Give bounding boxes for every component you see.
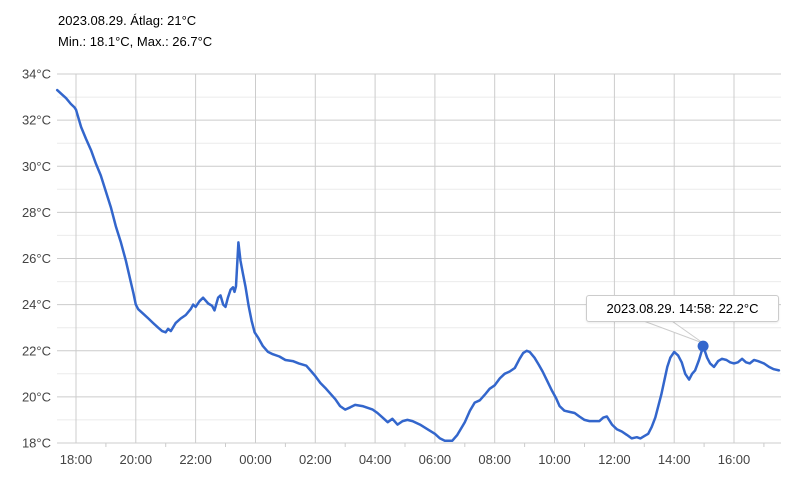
x-axis-tick-label: 00:00 — [239, 452, 272, 467]
y-axis-tick-label: 24°C — [22, 297, 51, 312]
y-axis-tick-label: 18°C — [22, 436, 51, 451]
data-point-tooltip: 2023.08.29. 14:58: 22.2°C — [586, 295, 779, 322]
temperature-line-series[interactable] — [55, 88, 781, 442]
x-axis-tick-label: 02:00 — [299, 452, 332, 467]
x-axis-tick-label: 22:00 — [179, 452, 212, 467]
y-axis-tick-label: 32°C — [22, 113, 51, 128]
chart-subtitle: Min.: 18.1°C, Max.: 26.7°C — [58, 34, 213, 49]
x-axis-tick-label: 04:00 — [359, 452, 392, 467]
y-axis-tick-label: 28°C — [22, 205, 51, 220]
y-axis-tick-label: 26°C — [22, 251, 51, 266]
x-axis-tick-label: 20:00 — [120, 452, 153, 467]
chart-title: 2023.08.29. Átlag: 21°C — [58, 13, 197, 28]
x-axis-tick-label: 14:00 — [658, 452, 691, 467]
x-axis-tick-label: 10:00 — [538, 452, 571, 467]
y-axis-tick-label: 30°C — [22, 159, 51, 174]
chart-title-block: 2023.08.29. Átlag: 21°C Min.: 18.1°C, Ma… — [58, 10, 212, 52]
x-axis-tick-label: 08:00 — [478, 452, 511, 467]
x-axis-tick-label: 18:00 — [60, 452, 93, 467]
highlighted-data-point[interactable] — [697, 340, 709, 352]
x-axis-tick-label: 06:00 — [419, 452, 452, 467]
y-axis-tick-label: 20°C — [22, 389, 51, 404]
y-axis-tick-label: 34°C — [22, 67, 51, 82]
x-axis-tick-label: 12:00 — [598, 452, 631, 467]
y-axis-tick-label: 22°C — [22, 343, 51, 358]
x-axis-tick-label: 16:00 — [718, 452, 751, 467]
